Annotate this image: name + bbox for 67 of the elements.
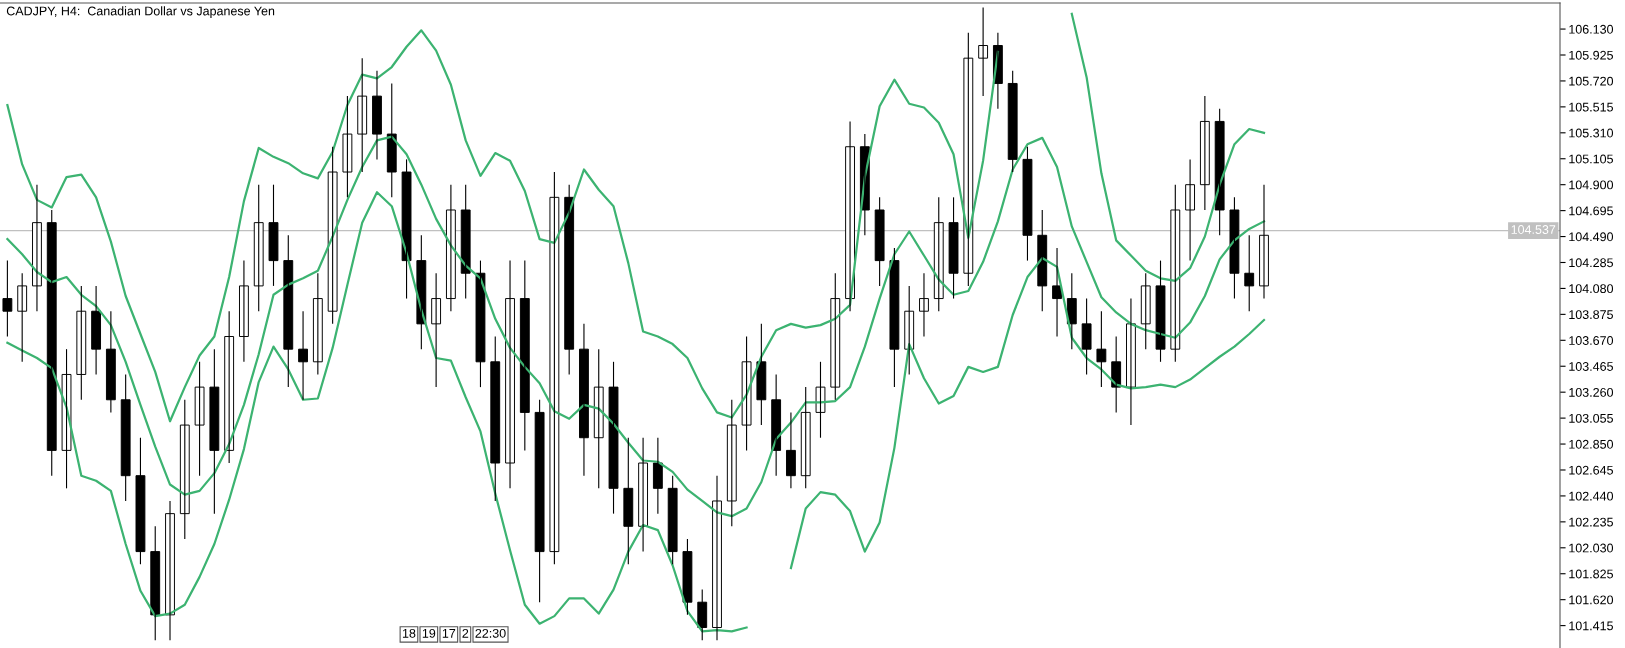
candlestick: [1022, 146, 1033, 262]
y-tick-label: 104.695: [1569, 206, 1613, 216]
candlestick: [76, 285, 87, 401]
y-tick-label: 104.080: [1569, 284, 1614, 294]
y-tick-label: 103.875: [1569, 310, 1613, 320]
annotation: 18: [402, 628, 416, 638]
y-tick-label: 102.645: [1569, 465, 1613, 475]
candlestick: [874, 196, 885, 287]
chart-title: CADJPY, H4: Canadian Dollar vs Japanese Yen: [6, 6, 275, 18]
candlestick: [135, 437, 146, 565]
ref-line-label: 104.537: [1511, 225, 1556, 234]
candlestick: [1244, 234, 1255, 312]
candlestick: [726, 399, 737, 527]
annotation: 19: [422, 628, 436, 638]
annotation: 22:30: [475, 628, 506, 638]
y-tick-label: 105.105: [1569, 154, 1613, 164]
y-tick-label: 102.440: [1569, 491, 1614, 501]
candlestick: [1229, 196, 1240, 300]
y-tick-label: 103.260: [1569, 387, 1614, 397]
y-tick-label: 104.285: [1569, 258, 1613, 268]
candlestick: [209, 348, 220, 515]
candlestick: [120, 373, 131, 502]
y-tick-label: 105.310: [1569, 128, 1614, 138]
y-tick-label: 104.900: [1569, 180, 1614, 190]
y-tick-label: 102.030: [1569, 543, 1614, 553]
candlestick: [194, 361, 205, 477]
candlestick: [667, 475, 678, 565]
candlestick: [948, 196, 959, 300]
candlestick: [268, 184, 279, 287]
y-tick-label: 101.415: [1569, 621, 1613, 631]
candlestick: [682, 538, 693, 616]
y-tick-label: 101.620: [1569, 595, 1614, 605]
candlestick: [1155, 260, 1166, 363]
candlestick: [475, 260, 486, 388]
y-tick-label: 103.670: [1569, 336, 1614, 345]
candlestick: [1007, 70, 1018, 173]
candlestick: [815, 361, 826, 439]
y-tick-label: 104.490: [1569, 232, 1614, 242]
y-tick-label: 103.055: [1569, 413, 1613, 423]
y-tick-label: 105.925: [1569, 50, 1613, 60]
candlestick: [800, 386, 811, 489]
candlestick: [61, 348, 72, 489]
candlestick: [17, 272, 28, 363]
candlestick: [253, 184, 264, 312]
annotation: 17: [442, 629, 456, 638]
y-tick-label: 105.515: [1569, 102, 1613, 112]
y-tick-label: 106.130: [1569, 24, 1614, 34]
candlestick: [357, 57, 368, 173]
y-tick-label: 101.825: [1569, 569, 1613, 579]
y-tick-label: 102.850: [1569, 439, 1614, 449]
y-tick-label: 102.235: [1569, 517, 1613, 527]
candlestick: [534, 399, 545, 603]
annotation: 2: [462, 628, 469, 638]
y-tick-label: 105.720: [1569, 76, 1614, 86]
candlestick: [2, 260, 13, 338]
candlestick: [342, 95, 353, 198]
candlestick: [623, 437, 634, 565]
candlestick: [1140, 272, 1151, 350]
y-tick-label: 103.465: [1569, 362, 1613, 371]
candlestick: [490, 335, 501, 502]
candlestick: [741, 335, 752, 451]
candlestick: [549, 171, 560, 565]
candlestick: [1081, 297, 1092, 376]
candlestick: [312, 272, 323, 376]
candlestick: [608, 361, 619, 515]
candlestick: [401, 158, 412, 300]
line-series: [6, 135, 1266, 518]
